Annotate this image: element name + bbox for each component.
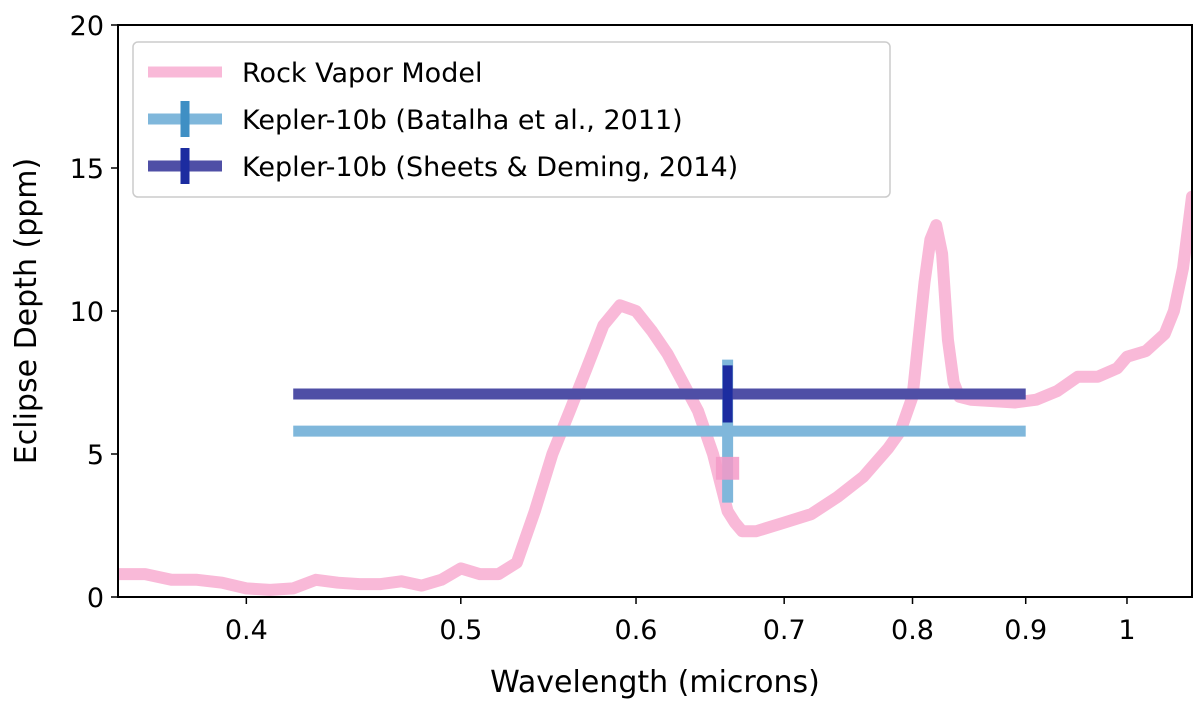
y-tick-label: 0 xyxy=(87,583,104,614)
x-tick-label: 1 xyxy=(1118,615,1135,646)
x-tick-label: 0.8 xyxy=(891,615,934,646)
x-tick-label: 0.9 xyxy=(1004,615,1047,646)
legend-label: Kepler-10b (Batalha et al., 2011) xyxy=(242,105,683,136)
x-tick-label: 0.6 xyxy=(615,615,658,646)
y-tick-label: 5 xyxy=(87,440,104,471)
legend-box xyxy=(132,41,891,198)
legend: Rock Vapor Model Kepler-10b (Batalha et a… xyxy=(132,41,891,198)
x-tick-label: 0.5 xyxy=(439,615,482,646)
plot-area xyxy=(118,190,1192,596)
model-band-marker xyxy=(715,456,740,480)
y-axis-label: Eclipse Depth (ppm) xyxy=(9,158,44,464)
y-tick-label: 15 xyxy=(70,154,104,185)
legend-label: Kepler-10b (Sheets & Deming, 2014) xyxy=(242,152,738,183)
y-tick-label: 10 xyxy=(70,297,104,328)
x-tick-label: 0.4 xyxy=(225,615,268,646)
data-layer xyxy=(118,190,1192,596)
legend-label: Rock Vapor Model xyxy=(242,58,482,89)
x-tick-label: 0.7 xyxy=(763,615,806,646)
x-axis-label: Wavelength (microns) xyxy=(490,665,820,700)
y-tick-label: 20 xyxy=(70,11,104,42)
